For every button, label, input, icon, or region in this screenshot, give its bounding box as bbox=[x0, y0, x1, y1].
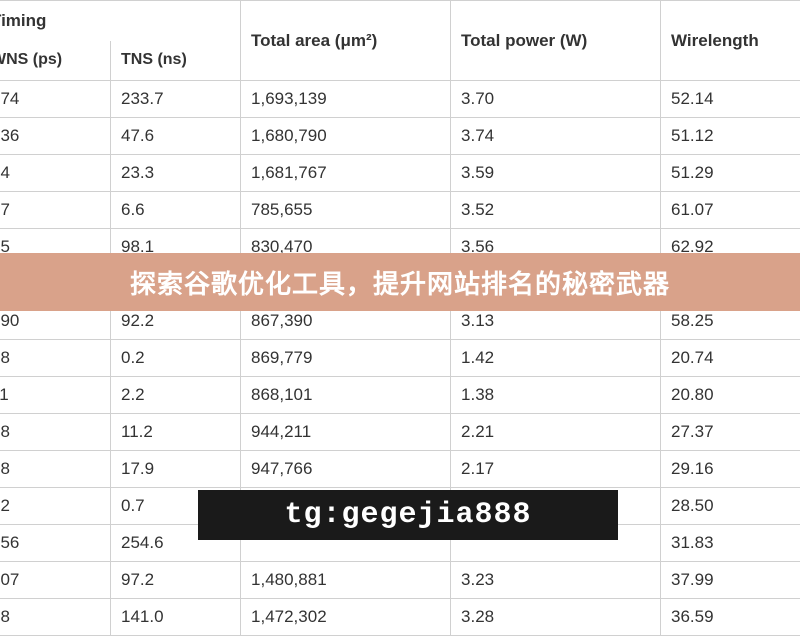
cell-area: 944,211 bbox=[241, 414, 451, 451]
table-row: 59170694,7573.1359.11 bbox=[0, 266, 800, 303]
cell-wire: 20.74 bbox=[661, 340, 800, 377]
cell-wire: 59.11 bbox=[661, 266, 800, 303]
cell-area: 830,470 bbox=[241, 229, 451, 266]
cell-tns: 0.2 bbox=[111, 340, 241, 377]
cell-tns: 254.6 bbox=[111, 525, 241, 562]
cell-wire: 36.59 bbox=[661, 599, 800, 636]
cell-power: 1.42 bbox=[451, 340, 661, 377]
cell-tns: 92.2 bbox=[111, 303, 241, 340]
cell-wire: 31.83 bbox=[661, 525, 800, 562]
cell-power bbox=[451, 488, 661, 525]
table-row: 8423.31,681,7673.5951.29 bbox=[0, 155, 800, 192]
cell-tns: 170 bbox=[111, 266, 241, 303]
cell-power: 3.13 bbox=[451, 303, 661, 340]
cell-area: 785,655 bbox=[241, 192, 451, 229]
cell-wire: 51.29 bbox=[661, 155, 800, 192]
cell-area: 1,480,881 bbox=[241, 562, 451, 599]
cell-wire: 61.07 bbox=[661, 192, 800, 229]
cell-tns: 97.2 bbox=[111, 562, 241, 599]
cell-wns: 11 bbox=[0, 377, 111, 414]
cell-wns: 374 bbox=[0, 81, 111, 118]
table-row: 374233.71,693,1393.7052.14 bbox=[0, 81, 800, 118]
table-row: 180.2869,7791.4220.74 bbox=[0, 340, 800, 377]
cell-area: 1,680,790 bbox=[241, 118, 451, 155]
cell-power: 3.74 bbox=[451, 118, 661, 155]
cell-wns: 18 bbox=[0, 340, 111, 377]
data-table: Timing Total area (μm²) Total power (W) … bbox=[0, 0, 800, 636]
cell-wire: 20.80 bbox=[661, 377, 800, 414]
cell-wns: 59 bbox=[0, 266, 111, 303]
cell-wire: 62.92 bbox=[661, 229, 800, 266]
cell-area: 1,681,767 bbox=[241, 155, 451, 192]
cell-tns: 6.6 bbox=[111, 192, 241, 229]
cell-tns: 2.2 bbox=[111, 377, 241, 414]
table-row: 5817.9947,7662.1729.16 bbox=[0, 451, 800, 488]
cell-tns: 17.9 bbox=[111, 451, 241, 488]
cell-power: 3.56 bbox=[451, 229, 661, 266]
cell-tns: 11.2 bbox=[111, 414, 241, 451]
cell-tns: 98.1 bbox=[111, 229, 241, 266]
cell-power: 3.70 bbox=[451, 81, 661, 118]
cell-tns: 0.7 bbox=[111, 488, 241, 525]
cell-wns: 52 bbox=[0, 488, 111, 525]
header-wns: WNS (ps) bbox=[0, 41, 111, 81]
cell-power: 3.13 bbox=[451, 266, 661, 303]
header-power: Total power (W) bbox=[451, 1, 661, 81]
cell-power: 2.21 bbox=[451, 414, 661, 451]
cell-area: 947,766 bbox=[241, 451, 451, 488]
table-row: 10797.21,480,8813.2337.99 bbox=[0, 562, 800, 599]
cell-wns: 75 bbox=[0, 229, 111, 266]
cell-tns: 47.6 bbox=[111, 118, 241, 155]
cell-wire: 28.50 bbox=[661, 488, 800, 525]
cell-power: 2.17 bbox=[451, 451, 661, 488]
cell-power: 3.23 bbox=[451, 562, 661, 599]
cell-tns: 141.0 bbox=[111, 599, 241, 636]
header-tns: TNS (ns) bbox=[111, 41, 241, 81]
cell-area: 1,472,302 bbox=[241, 599, 451, 636]
table-row: 156254.6 31.83 bbox=[0, 525, 800, 562]
cell-area: 867,390 bbox=[241, 303, 451, 340]
cell-wns: 84 bbox=[0, 155, 111, 192]
table-row: 13647.61,680,7903.7451.12 bbox=[0, 118, 800, 155]
header-wirelength: Wirelength bbox=[661, 1, 800, 81]
table-row: 19092.2867,3903.1358.25 bbox=[0, 303, 800, 340]
cell-wns: 68 bbox=[0, 599, 111, 636]
cell-power: 3.59 bbox=[451, 155, 661, 192]
cell-power: 3.28 bbox=[451, 599, 661, 636]
cell-tns: 23.3 bbox=[111, 155, 241, 192]
cell-wire: 37.99 bbox=[661, 562, 800, 599]
cell-area: 1,693,139 bbox=[241, 81, 451, 118]
cell-wns: 97 bbox=[0, 192, 111, 229]
table-row: 520.79 28.50 bbox=[0, 488, 800, 525]
cell-wire: 52.14 bbox=[661, 81, 800, 118]
cell-area: 9 bbox=[241, 488, 451, 525]
cell-wire: 29.16 bbox=[661, 451, 800, 488]
cell-power bbox=[451, 525, 661, 562]
cell-wns: 58 bbox=[0, 414, 111, 451]
cell-area: 694,757 bbox=[241, 266, 451, 303]
cell-wire: 58.25 bbox=[661, 303, 800, 340]
cell-wns: 190 bbox=[0, 303, 111, 340]
cell-tns: 233.7 bbox=[111, 81, 241, 118]
cell-area: 869,779 bbox=[241, 340, 451, 377]
header-timing-group: Timing bbox=[0, 1, 241, 41]
cell-area bbox=[241, 525, 451, 562]
table-row: 112.2868,1011.3820.80 bbox=[0, 377, 800, 414]
cell-power: 3.52 bbox=[451, 192, 661, 229]
cell-wire: 51.12 bbox=[661, 118, 800, 155]
cell-wns: 156 bbox=[0, 525, 111, 562]
table-row: 68141.01,472,3023.2836.59 bbox=[0, 599, 800, 636]
table-row: 5811.2944,2112.2127.37 bbox=[0, 414, 800, 451]
cell-wns: 107 bbox=[0, 562, 111, 599]
cell-wns: 136 bbox=[0, 118, 111, 155]
cell-wns: 58 bbox=[0, 451, 111, 488]
header-area: Total area (μm²) bbox=[241, 1, 451, 81]
cell-wire: 27.37 bbox=[661, 414, 800, 451]
cell-power: 1.38 bbox=[451, 377, 661, 414]
table-row: 7598.1830,4703.5662.92 bbox=[0, 229, 800, 266]
cell-area: 868,101 bbox=[241, 377, 451, 414]
table-row: 976.6785,6553.5261.07 bbox=[0, 192, 800, 229]
